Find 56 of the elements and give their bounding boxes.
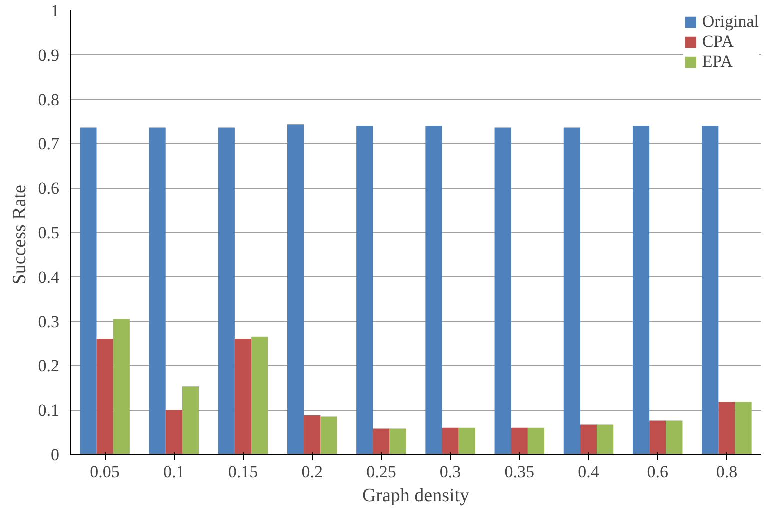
legend-label: Original (702, 12, 759, 32)
bar (218, 128, 235, 454)
bar (735, 402, 752, 454)
x-tick-label: 0.2 (302, 462, 323, 482)
x-tick-label: 0.15 (228, 462, 258, 482)
y-tick-label: 0.7 (38, 134, 60, 154)
y-tick-label: 0.8 (38, 90, 60, 110)
legend-label: CPA (702, 32, 734, 52)
y-tick-label: 0.9 (38, 46, 60, 65)
bar (234, 339, 252, 454)
bar (356, 126, 374, 454)
y-tick-label: 0 (51, 446, 60, 464)
bar (113, 319, 130, 454)
bar (252, 336, 268, 454)
bar (458, 428, 476, 454)
x-tick-label: 0.25 (366, 462, 396, 482)
legend-label: EPA (702, 52, 733, 72)
bar (718, 402, 736, 454)
bar (390, 428, 406, 454)
y-tick-label: 0.2 (38, 356, 60, 376)
bar (511, 428, 528, 454)
bar (96, 339, 114, 454)
bar (304, 415, 321, 454)
bar (149, 128, 166, 454)
y-tick-label: 0.6 (38, 179, 60, 198)
y-tick-label: 0.1 (38, 401, 60, 420)
bar (287, 124, 304, 454)
bar (373, 428, 390, 454)
x-axis-title: Graph density (362, 486, 470, 506)
bar (442, 428, 459, 454)
bar (426, 126, 442, 454)
x-tick-label: 0.35 (504, 462, 535, 482)
bar (650, 420, 666, 454)
bar (597, 424, 614, 454)
y-axis-title: Success Rate (9, 185, 30, 285)
bar (632, 126, 650, 454)
x-tick-label: 0.1 (164, 462, 185, 482)
x-tick-label: 0.6 (647, 462, 668, 482)
x-tick-label: 0.8 (716, 462, 738, 482)
bar (666, 420, 683, 454)
bar (80, 128, 97, 454)
bar (320, 416, 338, 454)
y-tick-label: 1 (51, 2, 60, 20)
bar (166, 410, 182, 454)
bar (580, 424, 598, 454)
bar (528, 428, 545, 454)
bar (494, 128, 512, 454)
y-tick-label: 0.4 (38, 268, 60, 287)
x-tick-label: 0.4 (578, 462, 600, 482)
x-tick-label: 0.05 (90, 462, 120, 482)
y-tick-label: 0.5 (38, 224, 60, 242)
y-tick-label: 0.3 (38, 312, 60, 332)
bar (702, 126, 719, 454)
x-tick-label: 0.3 (440, 462, 462, 482)
bar (182, 386, 200, 454)
bar (564, 128, 580, 454)
